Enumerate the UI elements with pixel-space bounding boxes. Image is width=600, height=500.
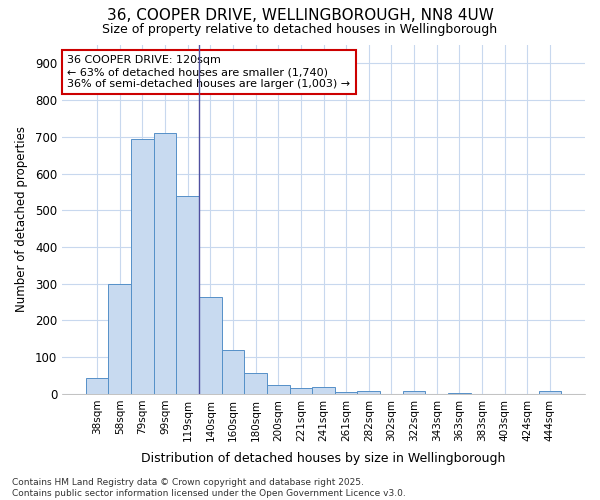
Bar (290, 388, 312, 394)
Text: Size of property relative to detached houses in Wellingborough: Size of property relative to detached ho… (103, 22, 497, 36)
Text: Contains HM Land Registry data © Crown copyright and database right 2025.
Contai: Contains HM Land Registry data © Crown c… (12, 478, 406, 498)
Bar (131, 138, 154, 394)
Bar (86, 378, 109, 394)
Bar (312, 388, 335, 394)
Text: 36, COOPER DRIVE, WELLINGBOROUGH, NN8 4UW: 36, COOPER DRIVE, WELLINGBOROUGH, NN8 4U… (107, 8, 493, 22)
Bar (221, 350, 244, 394)
Bar (109, 284, 131, 394)
Bar (539, 392, 561, 394)
Bar (154, 133, 176, 394)
Text: 36 COOPER DRIVE: 120sqm
← 63% of detached houses are smaller (1,740)
36% of semi: 36 COOPER DRIVE: 120sqm ← 63% of detache… (67, 56, 350, 88)
Bar (176, 196, 199, 394)
Bar (335, 392, 358, 394)
Bar (403, 390, 425, 394)
Y-axis label: Number of detached properties: Number of detached properties (15, 126, 28, 312)
X-axis label: Distribution of detached houses by size in Wellingborough: Distribution of detached houses by size … (142, 452, 506, 465)
Bar (358, 391, 380, 394)
Bar (448, 393, 470, 394)
Bar (199, 296, 221, 394)
Bar (267, 384, 290, 394)
Bar (244, 373, 267, 394)
